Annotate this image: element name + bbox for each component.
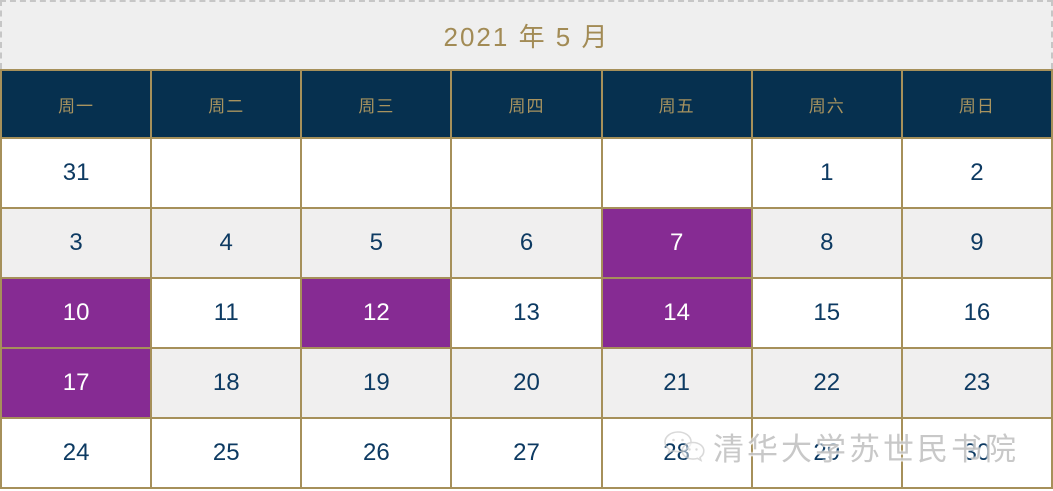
weekday-header: 周四	[450, 69, 603, 139]
day-cell[interactable]: 22	[750, 347, 903, 419]
day-cell[interactable]: 19	[300, 347, 453, 419]
day-cell[interactable]: 4	[150, 207, 303, 279]
day-cell[interactable]: 5	[300, 207, 453, 279]
calendar-month-title: 2021 年 5 月	[443, 22, 610, 52]
day-cell[interactable]: 29	[750, 417, 903, 489]
day-cell[interactable]: 28	[600, 417, 753, 489]
day-cell-highlighted[interactable]: 12	[300, 277, 453, 349]
weekday-header: 周五	[600, 69, 753, 139]
empty-day-cell	[300, 137, 453, 209]
day-cell[interactable]: 6	[450, 207, 603, 279]
day-cell[interactable]: 18	[150, 347, 303, 419]
day-cell[interactable]: 30	[900, 417, 1053, 489]
day-cell-highlighted[interactable]: 7	[600, 207, 753, 279]
day-cell[interactable]: 25	[150, 417, 303, 489]
empty-day-cell	[450, 137, 603, 209]
day-cell[interactable]: 8	[750, 207, 903, 279]
weekday-header-row: 周一 周二 周三 周四 周五 周六 周日	[0, 69, 1053, 139]
weekday-header: 周六	[750, 69, 903, 139]
day-cell[interactable]: 2	[900, 137, 1053, 209]
week-row: 17 18 19 20 21 22 23	[0, 347, 1053, 419]
day-cell[interactable]: 23	[900, 347, 1053, 419]
weekday-header: 周一	[0, 69, 153, 139]
day-cell[interactable]: 26	[300, 417, 453, 489]
day-cell[interactable]: 13	[450, 277, 603, 349]
day-cell[interactable]: 21	[600, 347, 753, 419]
day-cell[interactable]: 16	[900, 277, 1053, 349]
calendar-title-bar: 2021 年 5 月	[0, 0, 1053, 69]
week-row: 10 11 12 13 14 15 16	[0, 277, 1053, 349]
day-cell[interactable]: 9	[900, 207, 1053, 279]
empty-day-cell	[600, 137, 753, 209]
day-cell[interactable]: 31	[0, 137, 153, 209]
empty-day-cell	[150, 137, 303, 209]
day-cell[interactable]: 27	[450, 417, 603, 489]
calendar-table: 周一 周二 周三 周四 周五 周六 周日 31 1 2 3 4 5 6 7 8 9 10 11 12 13 14 15 16…	[0, 69, 1053, 489]
weekday-header: 周二	[150, 69, 303, 139]
day-cell[interactable]: 24	[0, 417, 153, 489]
day-cell[interactable]: 20	[450, 347, 603, 419]
weekday-header: 周日	[900, 69, 1053, 139]
weekday-header: 周三	[300, 69, 453, 139]
day-cell-highlighted[interactable]: 14	[600, 277, 753, 349]
day-cell[interactable]: 1	[750, 137, 903, 209]
day-cell[interactable]: 11	[150, 277, 303, 349]
week-row: 24 25 26 27 28 29 30	[0, 417, 1053, 489]
day-cell[interactable]: 15	[750, 277, 903, 349]
day-cell-highlighted[interactable]: 17	[0, 347, 153, 419]
day-cell[interactable]: 3	[0, 207, 153, 279]
day-cell-highlighted[interactable]: 10	[0, 277, 153, 349]
week-row: 31 1 2	[0, 137, 1053, 209]
